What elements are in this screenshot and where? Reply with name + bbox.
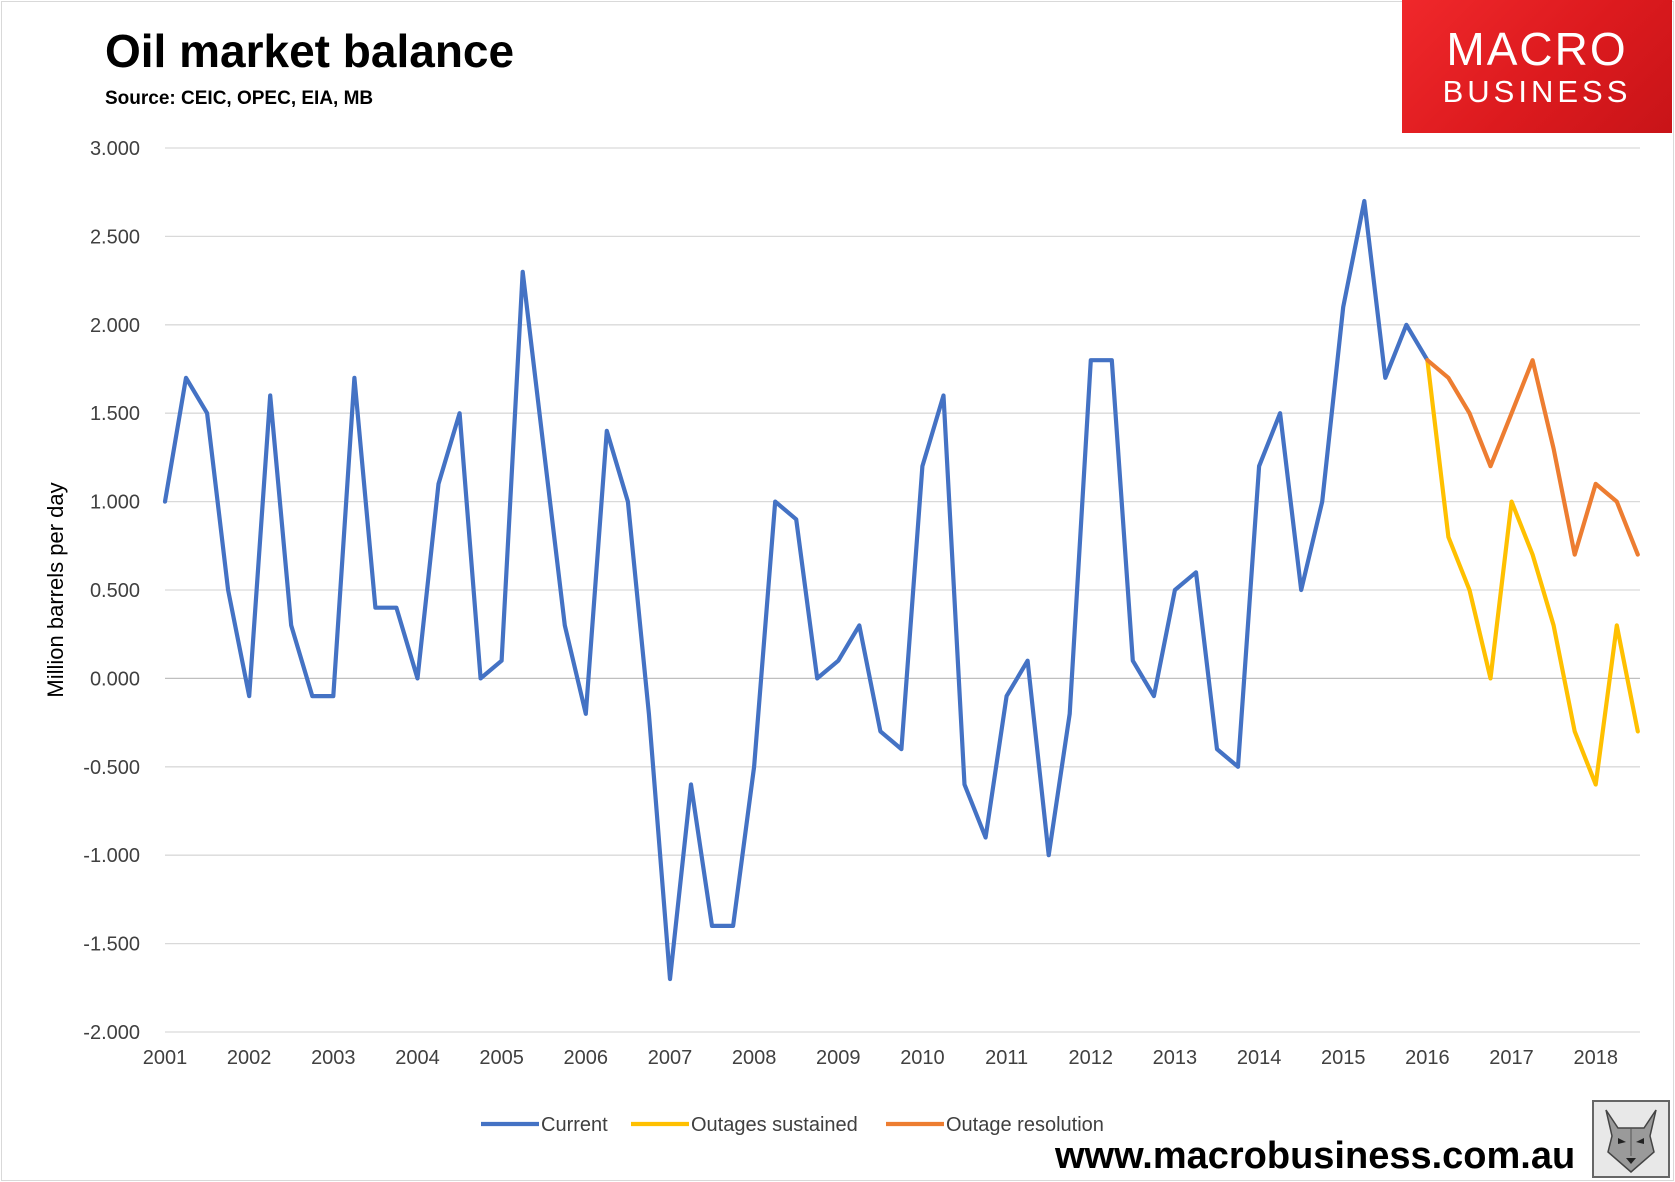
y-tick-label: 2.000 (90, 315, 140, 337)
wolf-icon-drawing (1605, 1109, 1657, 1173)
logo-line-business: BUSINESS (1442, 74, 1632, 109)
legend-label: Outages sustained (691, 1114, 858, 1136)
gridlines (165, 147, 1640, 1033)
x-tick-label: 2002 (227, 1047, 272, 1069)
x-tick-label: 2015 (1321, 1047, 1366, 1069)
series-line-outage-resolution (1425, 358, 1640, 557)
x-tick-label: 2011 (985, 1047, 1028, 1069)
x-tick-label: 2014 (1237, 1047, 1282, 1069)
x-axis-ticks: 2001 2002 2003 2004 2005 2006 2007 2008 2009 2010… (143, 1047, 1618, 1069)
y-tick-label: 1.000 (90, 492, 140, 514)
y-tick-label: 0.500 (90, 580, 140, 602)
series-layer (162, 198, 1640, 982)
y-axis-label: Million barrels per day (43, 482, 68, 697)
legend-label: Outage resolution (946, 1114, 1104, 1136)
x-tick-label: 2001 (143, 1047, 188, 1069)
x-tick-label: 2006 (564, 1047, 609, 1069)
website-url: www.macrobusiness.com.au (1055, 1135, 1576, 1177)
y-axis-ticks: 3.000 2.500 2.000 1.500 1.000 0.500 0.000 -0.50… (83, 138, 140, 1044)
y-tick-label: -1.000 (83, 845, 140, 867)
y-tick-label: 3.000 (90, 138, 140, 160)
x-tick-label: 2012 (1069, 1047, 1114, 1069)
x-tick-label: 2013 (1153, 1047, 1198, 1069)
y-tick-label: -1.500 (83, 934, 140, 956)
logo-line-macro: MACRO (1446, 23, 1628, 75)
x-tick-label: 2008 (732, 1047, 777, 1069)
y-tick-label: -0.500 (83, 757, 140, 779)
x-tick-label: 2018 (1573, 1047, 1618, 1069)
y-tick-label: 1.500 (90, 403, 140, 425)
legend-label: Current (541, 1114, 608, 1136)
y-tick-label: -2.000 (83, 1022, 140, 1044)
chart-subtitle: Source: CEIC, OPEC, EIA, MB (105, 88, 374, 109)
x-tick-label: 2016 (1405, 1047, 1450, 1069)
x-tick-label: 2010 (900, 1047, 945, 1069)
chart-title: Oil market balance (105, 25, 515, 77)
legend: Current Outages sustained Outage resolutio… (481, 1114, 1104, 1136)
macro-business-logo: MACRO BUSINESS (1402, 0, 1672, 133)
y-tick-label: 2.500 (90, 226, 140, 248)
series-line-outages-sustained (1425, 358, 1640, 787)
x-tick-label: 2005 (479, 1047, 524, 1069)
x-tick-label: 2009 (816, 1047, 861, 1069)
x-tick-label: 2017 (1489, 1047, 1534, 1069)
series-line-current (162, 198, 1430, 982)
x-tick-label: 2007 (648, 1047, 693, 1069)
wolf-icon (1592, 1100, 1670, 1178)
x-tick-label: 2003 (311, 1047, 356, 1069)
x-tick-label: 2004 (395, 1047, 440, 1069)
y-tick-label: 0.000 (90, 668, 140, 690)
